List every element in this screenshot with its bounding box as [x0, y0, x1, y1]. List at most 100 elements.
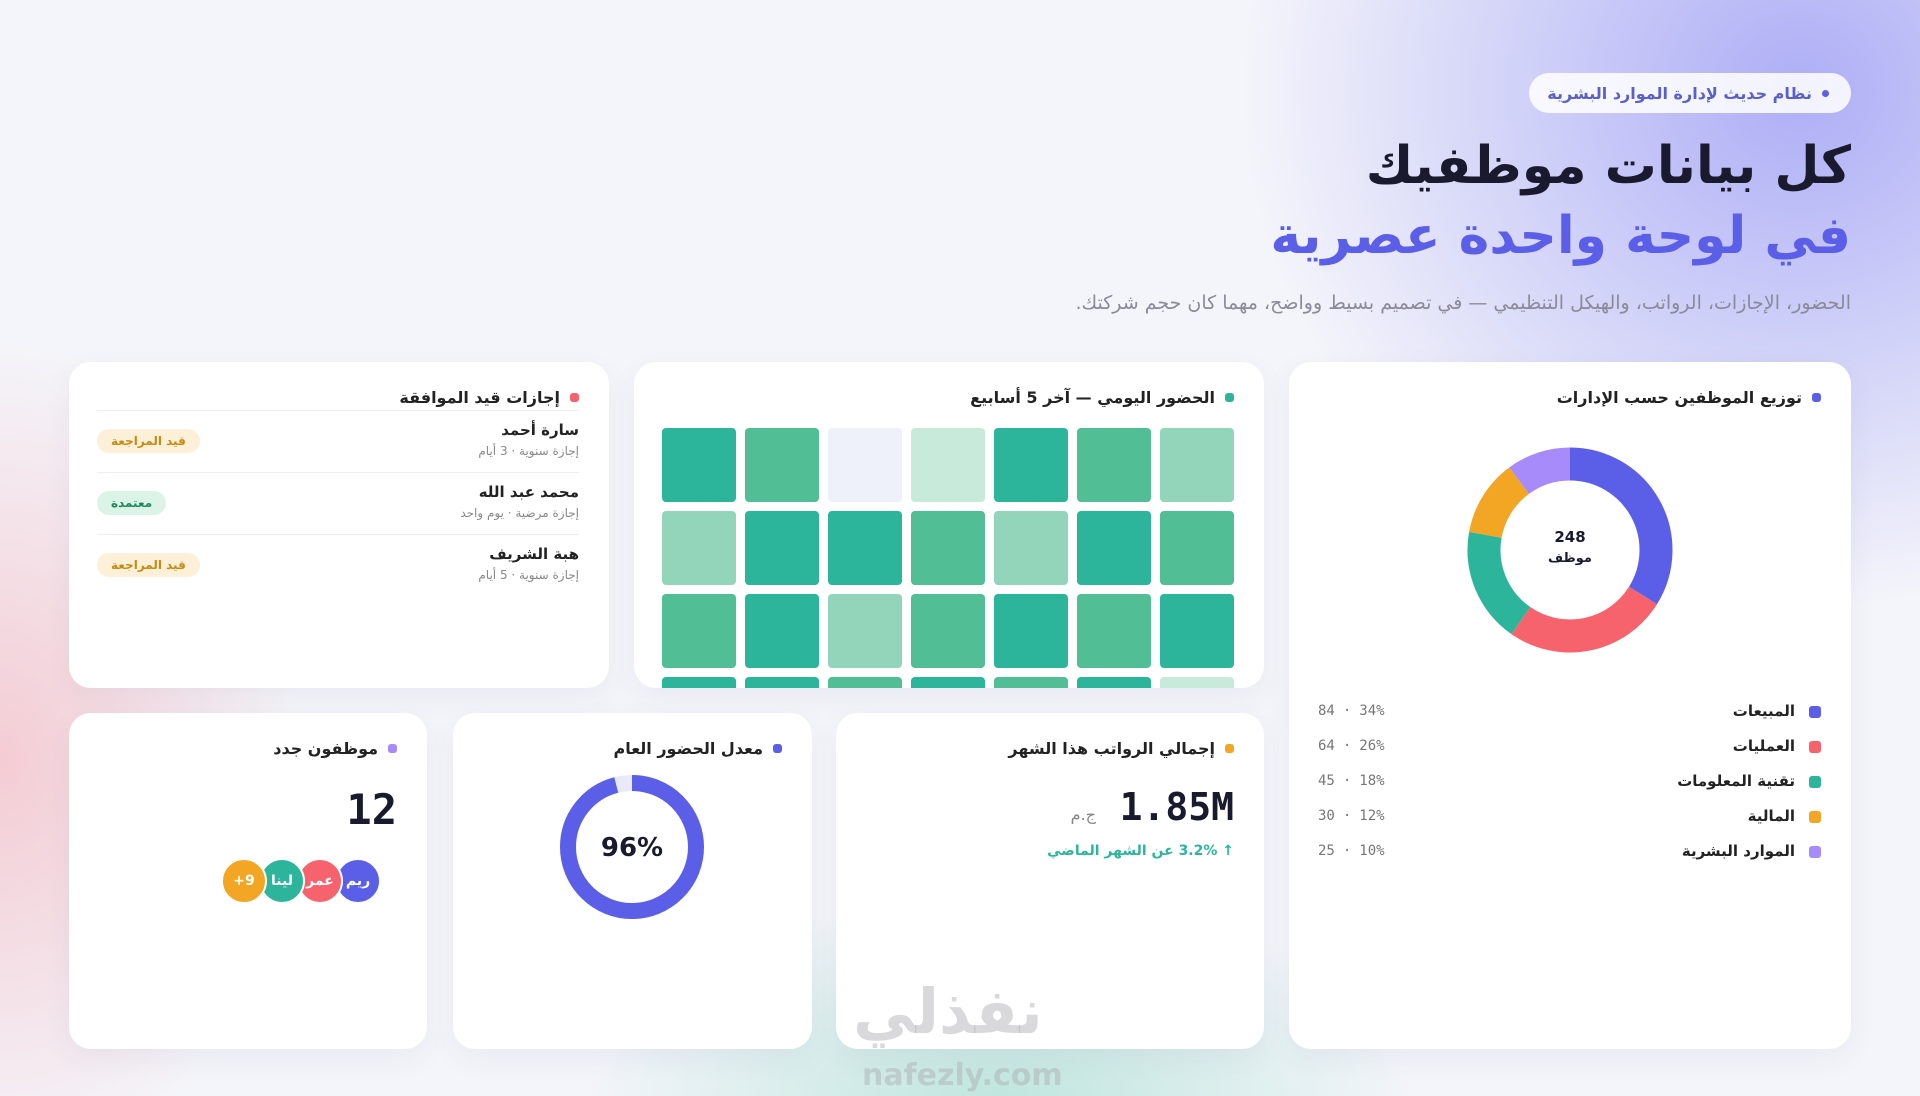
leaves-card: إجازات قيد الموافقة سارة أحمد إجازة سنوية… — [69, 362, 609, 688]
heatmap-cell — [1077, 677, 1151, 688]
heatmap-cell — [1160, 594, 1234, 668]
legend-name: المبيعات — [1732, 702, 1795, 720]
leave-name: هبة الشريف — [489, 545, 579, 563]
leave-detail: إجازة سنوية · 3 أيام — [478, 444, 579, 458]
leave-status: معتمدة — [97, 491, 167, 515]
heatmap-cell — [994, 594, 1068, 668]
salaries-card: إجمالي الرواتب هذا الشهر 1.85M ج.م ↑ 3.2… — [836, 713, 1264, 1049]
attendance-gauge: 96% — [560, 775, 704, 919]
legend-row: تقنية المعلومات 45 · 18% — [1318, 770, 1821, 794]
heatmap-cell — [662, 428, 736, 502]
heatmap-cell — [1077, 428, 1151, 502]
legend-count: 45 — [1318, 773, 1335, 789]
salary-currency: ج.م — [1070, 805, 1096, 824]
leave-status: قيد المراجعة — [97, 429, 200, 453]
heatmap-cell — [911, 677, 985, 688]
attendance-heatmap — [662, 428, 1234, 688]
title-dot — [1812, 393, 1821, 402]
title-text: معدل الحضور العام — [613, 739, 764, 758]
heatmap-cell — [745, 511, 819, 585]
heatmap-cell — [828, 594, 902, 668]
leave-name: سارة أحمد — [501, 421, 579, 439]
departments-card: توزيع الموظفين حسب الإدارات 248 موظف الم… — [1289, 362, 1851, 1049]
donut-segment — [1569, 447, 1673, 605]
leave-row: هبة الشريف إجازة سنوية · 5 أيام قيد المراج… — [97, 534, 579, 597]
legend-row: الموارد البشرية 25 · 10% — [1318, 840, 1821, 864]
badge-text: نظام حديث لإدارة الموارد البشرية — [1547, 83, 1812, 103]
legend-swatch — [1809, 846, 1821, 858]
leave-detail: إجازة سنوية · 5 أيام — [478, 568, 579, 582]
legend-count: 30 — [1318, 808, 1335, 824]
legend-count: 25 — [1318, 843, 1335, 859]
title-text: الحضور اليومي — آخر 5 أسابيع — [970, 388, 1215, 407]
heatmap-cell — [1077, 511, 1151, 585]
new-employees-card: موظفون جدد 12 ريم عمر لينا 9+ — [69, 713, 427, 1049]
heatmap-cell — [745, 594, 819, 668]
donut-total-label: موظف — [1548, 551, 1592, 566]
legend-swatch — [1809, 706, 1821, 718]
salary-value: 1.85M — [1119, 785, 1234, 829]
heatmap-cell — [1160, 511, 1234, 585]
title-dot — [1225, 393, 1234, 402]
card-title: معدل الحضور العام — [613, 739, 782, 758]
leave-row: سارة أحمد إجازة سنوية · 3 أيام قيد المراجع… — [97, 410, 579, 473]
legend-values: 64 · 26% — [1318, 738, 1385, 754]
avatar-group: ريم عمر لينا 9+ — [221, 858, 389, 904]
legend-name: تقنية المعلومات — [1677, 772, 1795, 790]
card-title: توزيع الموظفين حسب الإدارات — [1557, 388, 1821, 407]
avatar: 9+ — [221, 858, 267, 904]
hero-subtitle: الحضور، الإجازات، الرواتب، والهيكل التنظ… — [1075, 292, 1851, 314]
donut-segment — [1509, 447, 1571, 495]
legend-share: 18% — [1359, 773, 1385, 789]
legend-values: 30 · 12% — [1318, 808, 1385, 824]
donut-segment — [1469, 467, 1530, 539]
legend-swatch — [1809, 776, 1821, 788]
donut-chart: 248 موظف — [1467, 447, 1673, 653]
title-text: إجمالي الرواتب هذا الشهر — [1008, 739, 1215, 758]
card-title: موظفون جدد — [273, 739, 397, 758]
heatmap-cell — [994, 677, 1068, 688]
attendance-rate-card: معدل الحضور العام 96% — [453, 713, 812, 1049]
title-text: إجازات قيد الموافقة — [399, 388, 560, 407]
hero-title-accent: في لوحة واحدة عصرية — [1270, 206, 1851, 266]
leave-detail: إجازة مرضية · يوم واحد — [460, 506, 579, 520]
title-text: موظفون جدد — [273, 739, 378, 758]
heatmap-cell — [911, 511, 985, 585]
heatmap-cell — [1077, 594, 1151, 668]
title-dot — [570, 393, 579, 402]
legend-name: المالية — [1747, 807, 1795, 825]
heatmap-cell — [662, 594, 736, 668]
donut-segment — [1511, 586, 1657, 653]
heatmap-cell — [745, 428, 819, 502]
legend-name: العمليات — [1732, 737, 1795, 755]
heatmap-cell — [994, 511, 1068, 585]
watermark-url: nafezly.com — [862, 1058, 1063, 1093]
card-title: إجمالي الرواتب هذا الشهر — [1008, 739, 1234, 758]
hero-badge: نظام حديث لإدارة الموارد البشرية — [1529, 73, 1851, 113]
legend-count: 84 — [1318, 703, 1335, 719]
leave-row: محمد عبد الله إجازة مرضية · يوم واحد معتمد… — [97, 472, 579, 535]
legend-count: 64 — [1318, 738, 1335, 754]
new-employees-count: 12 — [346, 785, 397, 834]
legend-share: 10% — [1359, 843, 1385, 859]
heatmap-cell — [1160, 677, 1234, 688]
heatmap-cell — [745, 677, 819, 688]
heatmap-cell — [911, 594, 985, 668]
legend-row: المالية 30 · 12% — [1318, 805, 1821, 829]
card-title: إجازات قيد الموافقة — [399, 388, 579, 407]
gauge-arc — [560, 775, 704, 919]
title-dot — [388, 744, 397, 753]
legend-share: 12% — [1359, 808, 1385, 824]
title-dot — [773, 744, 782, 753]
gauge-label: 96% — [601, 833, 663, 863]
legend-row: المبيعات 84 · 34% — [1318, 700, 1821, 724]
title-dot — [1225, 744, 1234, 753]
heatmap-cell — [662, 511, 736, 585]
legend-separator: · — [1342, 843, 1352, 859]
legend-values: 84 · 34% — [1318, 703, 1385, 719]
heatmap-cell — [662, 677, 736, 688]
watermark-brand: نفذلي — [853, 975, 1043, 1048]
legend-values: 25 · 10% — [1318, 843, 1385, 859]
leave-name: محمد عبد الله — [478, 483, 579, 501]
